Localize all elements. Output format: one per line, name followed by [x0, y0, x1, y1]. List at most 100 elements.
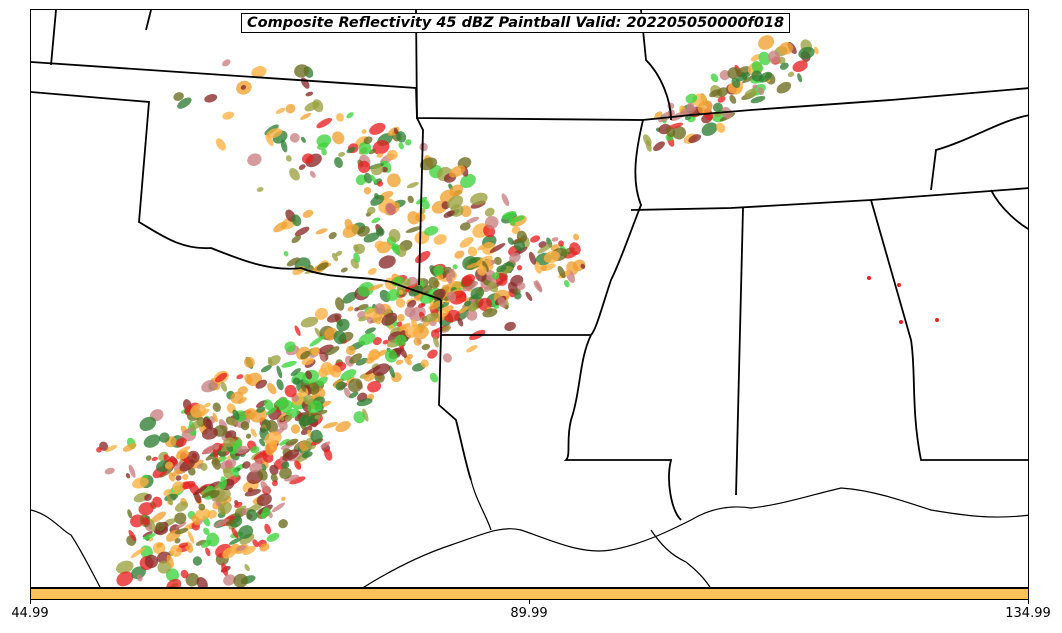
paintball-blob	[260, 480, 270, 494]
paintball-blob	[294, 226, 310, 237]
paintball-blob	[415, 251, 431, 264]
paintball-blob	[443, 210, 455, 218]
paintball-blob	[301, 451, 313, 459]
paintball-blob	[428, 300, 444, 310]
paintball-blob	[235, 505, 247, 513]
paintball-blob	[202, 444, 220, 455]
paintball-blob	[413, 337, 421, 346]
paintball-blob	[508, 217, 516, 226]
paintball-blob	[291, 214, 302, 227]
paintball-blob	[329, 365, 342, 378]
paintball-blob	[397, 314, 405, 322]
paintball-blob	[233, 573, 248, 587]
paintball-blob	[192, 485, 208, 496]
paintball-blob	[286, 257, 300, 267]
paintball-blobs	[96, 35, 939, 587]
paintball-blob	[315, 228, 328, 235]
border-tn-south	[630, 187, 1028, 211]
paintball-blob	[433, 265, 445, 276]
paintball-blob	[320, 441, 331, 449]
paintball-blob	[278, 519, 288, 529]
paintball-blob	[731, 77, 741, 89]
paintball-blob	[298, 387, 309, 397]
paintball-blob	[364, 327, 376, 334]
paintball-blob	[533, 280, 543, 293]
paintball-blob	[270, 473, 278, 483]
paintball-blob	[356, 398, 373, 407]
paintball-blob	[343, 387, 351, 398]
paintball-blob	[174, 512, 187, 525]
paintball-blob	[232, 409, 240, 421]
paintball-blob	[246, 509, 258, 522]
paintball-blob	[264, 523, 272, 535]
paintball-blob	[155, 521, 165, 532]
paintball-blob	[280, 416, 285, 422]
paintball-blob	[433, 234, 447, 245]
paintball-blob	[370, 174, 377, 184]
paintball-blob	[727, 67, 740, 79]
paintball-blob	[513, 215, 525, 222]
paintball-blob	[744, 88, 757, 98]
paintball-blob	[717, 96, 726, 103]
paintball-blob	[466, 345, 478, 353]
paintball-blob	[262, 507, 271, 516]
paintball-blob	[244, 489, 261, 497]
paintball-blob	[204, 94, 218, 103]
paintball-blob	[234, 501, 243, 508]
paintball-blob	[363, 136, 373, 145]
paintball-blob	[96, 446, 102, 453]
paintball-blob	[189, 419, 205, 430]
paintball-blob	[346, 112, 354, 119]
paintball-blob	[347, 306, 354, 312]
border-ms-ar	[563, 334, 682, 521]
paintball-blob	[196, 577, 208, 587]
paintball-blob	[758, 35, 775, 50]
paintball-blob	[285, 103, 296, 114]
paintball-blob	[138, 502, 154, 516]
paintball-blob	[170, 544, 182, 557]
paintball-blob	[751, 60, 764, 74]
paintball-blob	[460, 205, 472, 218]
paintball-blob	[203, 416, 212, 429]
paintball-blob	[175, 501, 189, 512]
paintball-blob	[688, 134, 702, 144]
paintball-blob	[275, 107, 286, 114]
paintball-blob	[223, 574, 236, 586]
paintball-blob	[256, 187, 264, 192]
paintball-blob	[223, 469, 233, 480]
paintball-blob	[131, 566, 146, 580]
paintball-blob	[447, 195, 464, 210]
paintball-blob	[143, 533, 156, 540]
paintball-blob	[190, 403, 207, 418]
paintball-blob	[357, 160, 371, 174]
paintball-blob	[244, 564, 250, 572]
paintball-blob	[201, 489, 216, 498]
paintball-blob	[242, 461, 251, 469]
paintball-blob	[418, 302, 425, 308]
paintball-blob	[779, 42, 794, 55]
paintball-blob	[701, 122, 718, 136]
paintball-blob	[367, 267, 377, 275]
paintball-blob	[388, 324, 395, 330]
paintball-blob	[393, 127, 399, 135]
paintball-blob	[267, 382, 277, 395]
paintball-blob	[385, 202, 396, 216]
paintball-blob	[116, 571, 134, 587]
paintball-blob	[211, 457, 221, 470]
paintball-blob	[310, 429, 323, 443]
paintball-blob	[198, 503, 206, 511]
paintball-blob	[281, 360, 297, 368]
paintball-blob	[758, 51, 771, 66]
paintball-blob	[787, 71, 795, 78]
paintball-blob	[514, 292, 522, 300]
paintball-blob	[132, 477, 149, 489]
paintball-blob	[405, 139, 412, 146]
paintball-blob	[462, 280, 478, 292]
paintball-blob	[353, 252, 361, 263]
paintball-blob	[175, 450, 190, 460]
paintball-blob	[318, 367, 329, 378]
paintball-blob	[381, 312, 398, 326]
paintball-blob	[128, 464, 136, 478]
paintball-blob	[271, 502, 286, 513]
paintball-blob	[173, 92, 184, 101]
